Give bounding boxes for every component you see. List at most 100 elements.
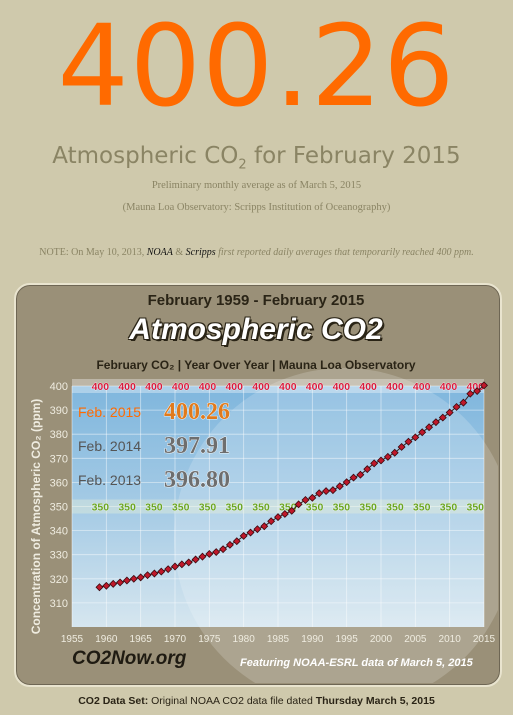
co2-data-point — [267, 517, 276, 526]
co2-data-point — [191, 555, 200, 564]
co2-data-point — [445, 408, 454, 417]
reference-label-400: 400 — [92, 381, 110, 393]
y-axis-label: Concentration of Atmospheric CO₂ (ppm) — [29, 399, 43, 635]
reference-label-400: 400 — [118, 381, 136, 393]
co2-data-point — [150, 569, 159, 578]
title-suffix: for February 2015 — [246, 143, 461, 169]
co2-data-point — [102, 581, 111, 590]
callout-label: Feb. 2013 — [78, 472, 141, 488]
callout-value: 396.80 — [164, 467, 230, 493]
page-title: Atmospheric CO2 for February 2015 — [0, 143, 513, 173]
footer: CO2 Data Set: Original NOAA CO2 data fil… — [0, 695, 513, 707]
co2-data-point — [466, 389, 475, 398]
co2-data-point — [425, 423, 434, 432]
reference-label-400: 400 — [225, 381, 243, 393]
x-tick-label: 1970 — [164, 634, 187, 645]
co2-data-point — [109, 579, 118, 588]
y-tick-label: 350 — [50, 502, 68, 514]
co2-data-point — [143, 571, 152, 580]
note-text: NOTE: On May 10, 2013, NOAA & Scripps fi… — [0, 247, 513, 258]
featuring-note: Featuring NOAA-ESRL data of March 5, 201… — [240, 657, 473, 669]
chart-date-range: February 1959 - February 2015 — [147, 292, 365, 309]
co2-data-point — [404, 437, 413, 446]
co2-data-point — [205, 550, 214, 558]
co2-data-point — [411, 433, 420, 442]
subtitle-source: (Mauna Loa Observatory: Scripps Institut… — [122, 202, 391, 213]
globe-watermark — [174, 368, 498, 683]
co2-data-point — [335, 482, 344, 491]
title-subscript: 2 — [238, 157, 247, 173]
reference-label-350: 350 — [118, 502, 136, 514]
co2-data-point — [171, 562, 179, 571]
reference-label-350: 350 — [359, 502, 377, 514]
reference-label-400: 400 — [199, 381, 217, 393]
co2-data-point — [397, 443, 406, 451]
note-amp: & — [172, 247, 186, 258]
reference-label-400: 400 — [333, 381, 351, 393]
callout-label: Feb. 2014 — [78, 438, 141, 454]
subtitle-preliminary: Preliminary monthly average as of March … — [151, 180, 362, 191]
reference-band-400 — [72, 379, 484, 393]
footer-date: Thursday March 5, 2015 — [315, 695, 435, 707]
reference-label-400: 400 — [440, 381, 458, 393]
co2-data-point — [157, 567, 166, 576]
y-tick-label: 360 — [50, 477, 68, 489]
co2-data-point — [177, 560, 186, 569]
x-tick-label: 1990 — [301, 634, 324, 645]
x-tick-label: 2010 — [439, 634, 462, 645]
co2-data-point — [274, 513, 282, 522]
reference-label-350: 350 — [440, 502, 458, 514]
co2-data-point — [452, 403, 461, 411]
co2-data-point — [377, 456, 385, 465]
co2-data-point — [287, 506, 296, 515]
callout-value: 400.26 — [164, 399, 230, 425]
y-tick-label: 370 — [50, 453, 68, 465]
y-tick-label: 380 — [50, 429, 68, 441]
co2-data-point — [431, 418, 440, 427]
co2-data-point — [459, 398, 468, 407]
x-tick-label: 1965 — [130, 634, 153, 645]
y-tick-label: 330 — [50, 550, 68, 562]
co2-data-point — [370, 459, 379, 468]
co2-data-point — [198, 552, 207, 561]
co2-data-point — [322, 487, 331, 496]
reference-label-400: 400 — [145, 381, 163, 393]
callout-value: 397.91 — [164, 433, 230, 459]
reference-label-350: 350 — [386, 502, 404, 514]
x-tick-label: 2005 — [404, 634, 427, 645]
co2-data-point — [390, 448, 399, 457]
co2-data-point — [260, 522, 269, 531]
noaa-link[interactable]: NOAA — [146, 247, 173, 258]
reference-label-400: 400 — [413, 381, 431, 393]
callout-label: Feb. 2015 — [78, 404, 141, 420]
co2-data-point — [184, 558, 193, 567]
reference-label-350: 350 — [199, 502, 217, 514]
chart-subheading: February CO₂ | Year Over Year | Mauna Lo… — [96, 358, 416, 372]
footer-text: Original NOAA CO2 data file dated — [148, 695, 316, 707]
x-tick-label: 2000 — [370, 634, 393, 645]
co2-data-point — [308, 493, 317, 502]
co2-data-point — [232, 537, 241, 546]
co2-data-point — [342, 478, 351, 487]
co2-data-point — [246, 528, 255, 537]
x-tick-label: 1955 — [61, 634, 84, 645]
reference-label-350: 350 — [92, 502, 110, 514]
co2-data-point — [253, 525, 262, 534]
reference-label-400: 400 — [386, 381, 404, 393]
reference-label-350: 350 — [333, 502, 351, 514]
scripps-link[interactable]: Scripps — [185, 247, 216, 258]
reference-label-400: 400 — [359, 381, 377, 393]
co2-data-point — [225, 540, 234, 549]
co2-data-point — [480, 381, 488, 390]
reference-label-350: 350 — [466, 502, 484, 514]
co2-data-point — [363, 465, 372, 474]
reference-label-400: 400 — [306, 381, 324, 393]
y-tick-label: 400 — [50, 381, 68, 393]
co2-data-point — [116, 578, 125, 587]
co2-data-point — [122, 576, 131, 585]
co2-data-point — [301, 496, 310, 504]
co2-data-point — [438, 413, 447, 422]
co2-data-point — [315, 489, 324, 498]
co2-data-point — [328, 486, 337, 495]
reference-label-350: 350 — [225, 502, 243, 514]
